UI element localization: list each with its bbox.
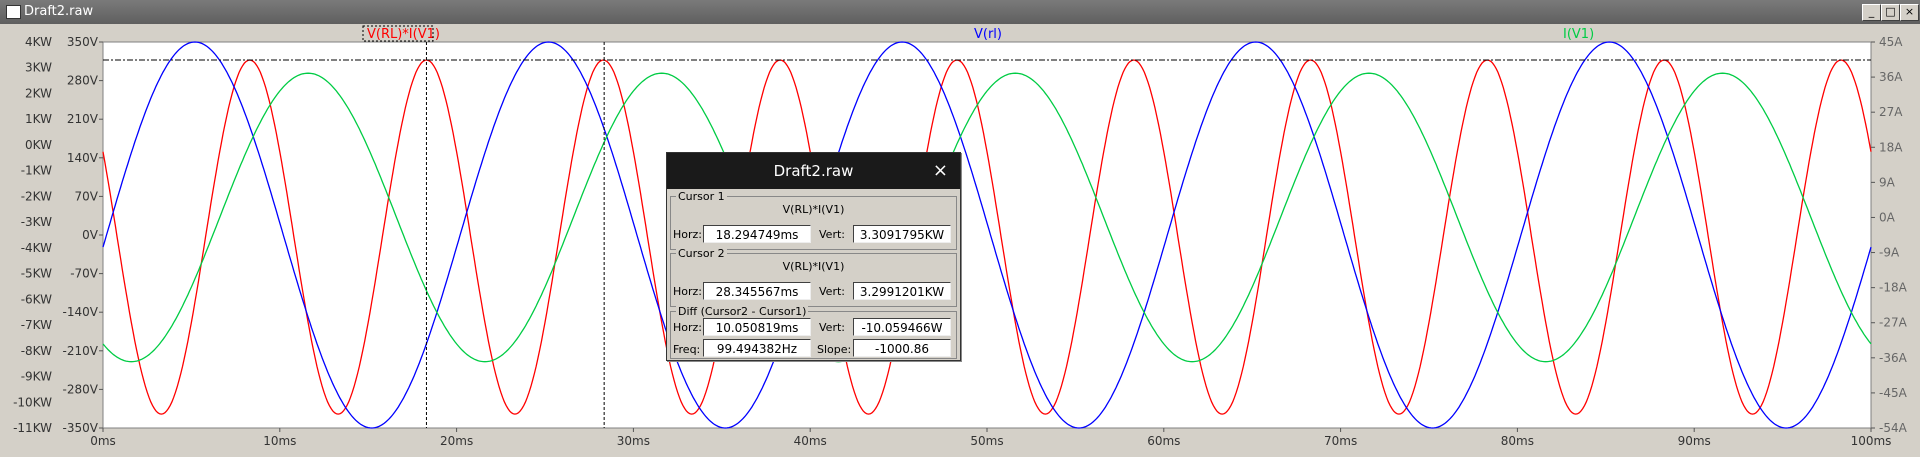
x-tick-label: 50ms (970, 434, 1003, 448)
voltage-tick-label: 0V (82, 228, 99, 242)
voltage-tick-label: 350V (67, 35, 99, 49)
cursor1-vert-field[interactable]: 3.3091795KW (853, 225, 951, 243)
trace-label-voltage[interactable]: V(rl) (974, 27, 1002, 42)
power-tick-label: -8KW (21, 344, 52, 358)
cursor1-signal: V(RL)*I(V1) (782, 203, 845, 216)
diff-slope-field[interactable]: -1000.86 (853, 339, 951, 357)
cursor2-group: Cursor 2 V(RL)*I(V1) Horz: 28.345567ms V… (670, 247, 957, 307)
voltage-tick-label: -70V (70, 267, 99, 281)
dialog-close-button[interactable]: × (932, 160, 948, 181)
x-tick-label: 20ms (440, 434, 473, 448)
cursor2-horz-label: Horz: (673, 285, 703, 298)
current-tick-label: -54A (1879, 421, 1908, 435)
voltage-tick-label: -350V (63, 421, 99, 435)
waveform-window-icon (6, 5, 21, 19)
dialog-title: Draft2.raw (773, 162, 854, 180)
window-title: Draft2.raw (24, 4, 94, 19)
power-tick-label: -4KW (21, 241, 52, 255)
power-tick-label: -5KW (21, 267, 52, 281)
cursor1-horz-field[interactable]: 18.294749ms (703, 225, 811, 243)
diff-vert-field[interactable]: -10.059466W (853, 318, 951, 336)
trace-label-current[interactable]: I(V1) (1563, 27, 1594, 42)
power-tick-label: -11KW (13, 421, 52, 435)
voltage-tick-label: -280V (63, 382, 99, 396)
cursor2-legend: Cursor 2 (676, 247, 727, 260)
power-tick-label: -3KW (21, 215, 52, 229)
diff-freq-label: Freq: (673, 343, 701, 356)
current-tick-label: -18A (1879, 281, 1908, 295)
cursor2-signal: V(RL)*I(V1) (782, 260, 845, 273)
x-tick-label: 80ms (1501, 434, 1534, 448)
x-tick-label: 0ms (90, 434, 116, 448)
trace-label-power-selection (362, 25, 434, 42)
x-tick-label: 30ms (617, 434, 650, 448)
power-tick-label: -1KW (21, 164, 52, 178)
power-tick-label: 1KW (25, 112, 52, 126)
diff-legend: Diff (Cursor2 - Cursor1) (676, 305, 809, 318)
minimize-button[interactable]: _ (1862, 4, 1881, 21)
current-tick-label: -27A (1879, 316, 1908, 330)
voltage-tick-label: 70V (75, 189, 99, 203)
voltage-tick-label: 140V (67, 151, 99, 165)
cursor1-group: Cursor 1 V(RL)*I(V1) Horz: 18.294749ms V… (670, 190, 957, 250)
maximize-button[interactable]: □ (1881, 4, 1900, 21)
diff-freq-field[interactable]: 99.494382Hz (703, 339, 811, 357)
cursor1-horz-label: Horz: (673, 228, 703, 241)
current-tick-label: 18A (1879, 140, 1903, 154)
cursor2-vert-field[interactable]: 3.2991201KW (853, 282, 951, 300)
power-tick-label: 3KW (25, 61, 52, 75)
diff-group: Diff (Cursor2 - Cursor1) Horz: 10.050819… (670, 305, 957, 359)
voltage-tick-label: -140V (63, 305, 99, 319)
close-window-button[interactable]: × (1900, 4, 1919, 21)
trace-label-power[interactable]: V(RL)*I(V1) (367, 27, 440, 42)
power-tick-label: 4KW (25, 35, 52, 49)
current-tick-label: 36A (1879, 70, 1903, 84)
power-tick-label: -7KW (21, 318, 52, 332)
voltage-tick-label: 210V (67, 112, 99, 126)
current-tick-label: 45A (1879, 35, 1903, 49)
diff-horz-field[interactable]: 10.050819ms (703, 318, 811, 336)
current-tick-label: 27A (1879, 105, 1903, 119)
current-tick-label: -9A (1879, 246, 1900, 260)
x-tick-label: 90ms (1678, 434, 1711, 448)
diff-vert-label: Vert: (819, 321, 845, 334)
trace-voltage[interactable] (102, 41, 1872, 429)
plot-frame (102, 41, 1872, 429)
current-tick-label: 9A (1879, 175, 1896, 189)
cursor1-vert-label: Vert: (819, 228, 845, 241)
cursor-readout-dialog[interactable]: Draft2.raw × Cursor 1 V(RL)*I(V1) Horz: … (666, 152, 961, 361)
cursor2-horz-field[interactable]: 28.345567ms (703, 282, 811, 300)
power-tick-label: -2KW (21, 189, 52, 203)
power-tick-label: -10KW (13, 395, 52, 409)
dialog-titlebar[interactable]: Draft2.raw × (667, 153, 960, 189)
current-tick-label: -45A (1879, 386, 1908, 400)
x-tick-label: 70ms (1324, 434, 1357, 448)
power-tick-label: -6KW (21, 292, 52, 306)
x-tick-label: 100ms (1851, 434, 1892, 448)
waveform-plot[interactable]: 0ms 10ms 20ms 30ms 40ms 50ms 60ms 70ms 80ms 90ms 1… (0, 24, 1920, 453)
x-tick-label: 60ms (1147, 434, 1180, 448)
power-tick-label: 0KW (25, 138, 52, 152)
current-tick-label: -36A (1879, 351, 1908, 365)
x-tick-label: 10ms (263, 434, 296, 448)
cursor1-legend: Cursor 1 (676, 190, 727, 203)
voltage-tick-label: 280V (67, 74, 99, 88)
diff-horz-label: Horz: (673, 321, 703, 334)
plot-pane[interactable]: 0ms 10ms 20ms 30ms 40ms 50ms 60ms 70ms 80ms 90ms 1… (0, 24, 1920, 453)
trace-power[interactable] (102, 59, 1872, 415)
x-tick-label: 40ms (794, 434, 827, 448)
current-tick-label: 0A (1879, 210, 1896, 224)
power-tick-label: -9KW (21, 370, 52, 384)
window-titlebar[interactable]: Draft2.raw _ □ × (0, 0, 1920, 24)
cursor2-vert-label: Vert: (819, 285, 845, 298)
power-tick-label: 2KW (25, 86, 52, 100)
diff-slope-label: Slope: (817, 343, 852, 356)
trace-current[interactable] (102, 72, 1872, 363)
voltage-tick-label: -210V (63, 344, 99, 358)
